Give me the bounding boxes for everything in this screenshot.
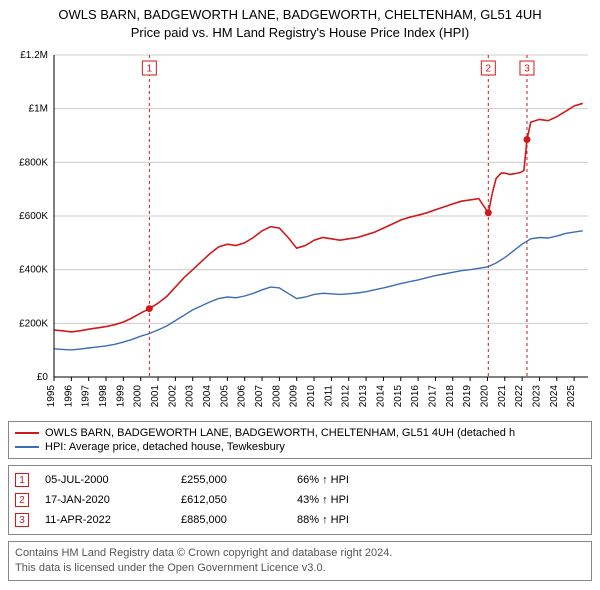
svg-text:2008: 2008 — [271, 385, 282, 408]
svg-text:2022: 2022 — [514, 385, 525, 408]
svg-text:2020: 2020 — [479, 385, 490, 408]
svg-text:1998: 1998 — [98, 385, 109, 408]
svg-text:2018: 2018 — [445, 385, 456, 408]
footer-box: Contains HM Land Registry data © Crown c… — [8, 541, 592, 581]
svg-text:£200K: £200K — [19, 318, 48, 329]
svg-text:£800K: £800K — [19, 157, 48, 168]
svg-text:2: 2 — [486, 64, 492, 75]
svg-text:2011: 2011 — [323, 385, 334, 407]
event-price: £885,000 — [181, 514, 281, 526]
svg-text:2005: 2005 — [219, 385, 230, 408]
svg-text:1: 1 — [147, 64, 153, 75]
svg-text:2013: 2013 — [358, 385, 369, 408]
svg-text:2004: 2004 — [202, 385, 213, 408]
event-date: 05-JUL-2000 — [45, 474, 165, 486]
chart-title-line2: Price paid vs. HM Land Registry's House … — [8, 24, 592, 42]
event-delta: 88% ↑ HPI — [297, 514, 585, 526]
event-marker: 2 — [15, 493, 29, 507]
svg-text:1996: 1996 — [63, 385, 74, 408]
svg-text:1997: 1997 — [81, 385, 92, 408]
svg-text:£600K: £600K — [19, 211, 48, 222]
svg-text:£1.2M: £1.2M — [20, 50, 48, 61]
svg-text:2006: 2006 — [237, 385, 248, 408]
event-row: 2 17-JAN-2020 £612,050 43% ↑ HPI — [15, 490, 585, 510]
event-marker: 3 — [15, 513, 29, 527]
svg-text:2021: 2021 — [497, 385, 508, 408]
svg-text:2000: 2000 — [133, 385, 144, 408]
svg-text:2023: 2023 — [531, 385, 542, 408]
chart-title-block: OWLS BARN, BADGEWORTH LANE, BADGEWORTH, … — [8, 6, 592, 41]
svg-text:2009: 2009 — [289, 385, 300, 408]
svg-text:£0: £0 — [37, 372, 49, 383]
svg-text:£1M: £1M — [29, 104, 48, 115]
chart-plot-area: £0 £200K £400K £600K £800K £1M £1.2M 1995 1996 19… — [8, 45, 592, 415]
chart-svg: £0 £200K £400K £600K £800K £1M £1.2M 1995 1996 19… — [8, 45, 592, 415]
event-price: £612,050 — [181, 494, 281, 506]
footer-line2: This data is licensed under the Open Gov… — [15, 561, 585, 576]
svg-text:1995: 1995 — [46, 385, 57, 408]
event-date: 11-APR-2022 — [45, 514, 165, 526]
svg-text:2017: 2017 — [427, 385, 438, 408]
svg-text:2003: 2003 — [185, 385, 196, 408]
legend-swatch — [15, 432, 39, 434]
svg-text:2012: 2012 — [341, 385, 352, 408]
svg-text:2010: 2010 — [306, 385, 317, 408]
svg-text:£400K: £400K — [19, 265, 48, 276]
legend-label: OWLS BARN, BADGEWORTH LANE, BADGEWORTH, … — [45, 427, 515, 439]
event-delta: 66% ↑ HPI — [297, 474, 585, 486]
svg-text:2019: 2019 — [462, 385, 473, 408]
svg-text:2025: 2025 — [566, 385, 577, 408]
legend-row: OWLS BARN, BADGEWORTH LANE, BADGEWORTH, … — [15, 426, 585, 440]
footer-line1: Contains HM Land Registry data © Crown c… — [15, 546, 585, 561]
legend-label: HPI: Average price, detached house, Tewk… — [45, 441, 285, 453]
events-table: 1 05-JUL-2000 £255,000 66% ↑ HPI 2 17-JAN-202… — [8, 465, 592, 535]
svg-text:2007: 2007 — [254, 385, 265, 408]
chart-container: OWLS BARN, BADGEWORTH LANE, BADGEWORTH, … — [0, 0, 600, 590]
svg-text:2024: 2024 — [549, 385, 560, 408]
event-delta: 43% ↑ HPI — [297, 494, 585, 506]
svg-text:2016: 2016 — [410, 385, 421, 408]
svg-text:2002: 2002 — [167, 385, 178, 408]
chart-title-line1: OWLS BARN, BADGEWORTH LANE, BADGEWORTH, … — [8, 6, 592, 24]
svg-text:3: 3 — [524, 64, 530, 75]
event-price: £255,000 — [181, 474, 281, 486]
legend-swatch — [15, 446, 39, 448]
event-marker: 1 — [15, 473, 29, 487]
svg-text:1999: 1999 — [115, 385, 126, 408]
event-row: 1 05-JUL-2000 £255,000 66% ↑ HPI — [15, 470, 585, 490]
event-row: 3 11-APR-2022 £885,000 88% ↑ HPI — [15, 510, 585, 530]
legend-box: OWLS BARN, BADGEWORTH LANE, BADGEWORTH, … — [8, 421, 592, 459]
svg-text:2001: 2001 — [150, 385, 161, 408]
svg-text:2015: 2015 — [393, 385, 404, 408]
svg-text:2014: 2014 — [375, 385, 386, 408]
event-date: 17-JAN-2020 — [45, 494, 165, 506]
legend-row: HPI: Average price, detached house, Tewk… — [15, 440, 585, 454]
